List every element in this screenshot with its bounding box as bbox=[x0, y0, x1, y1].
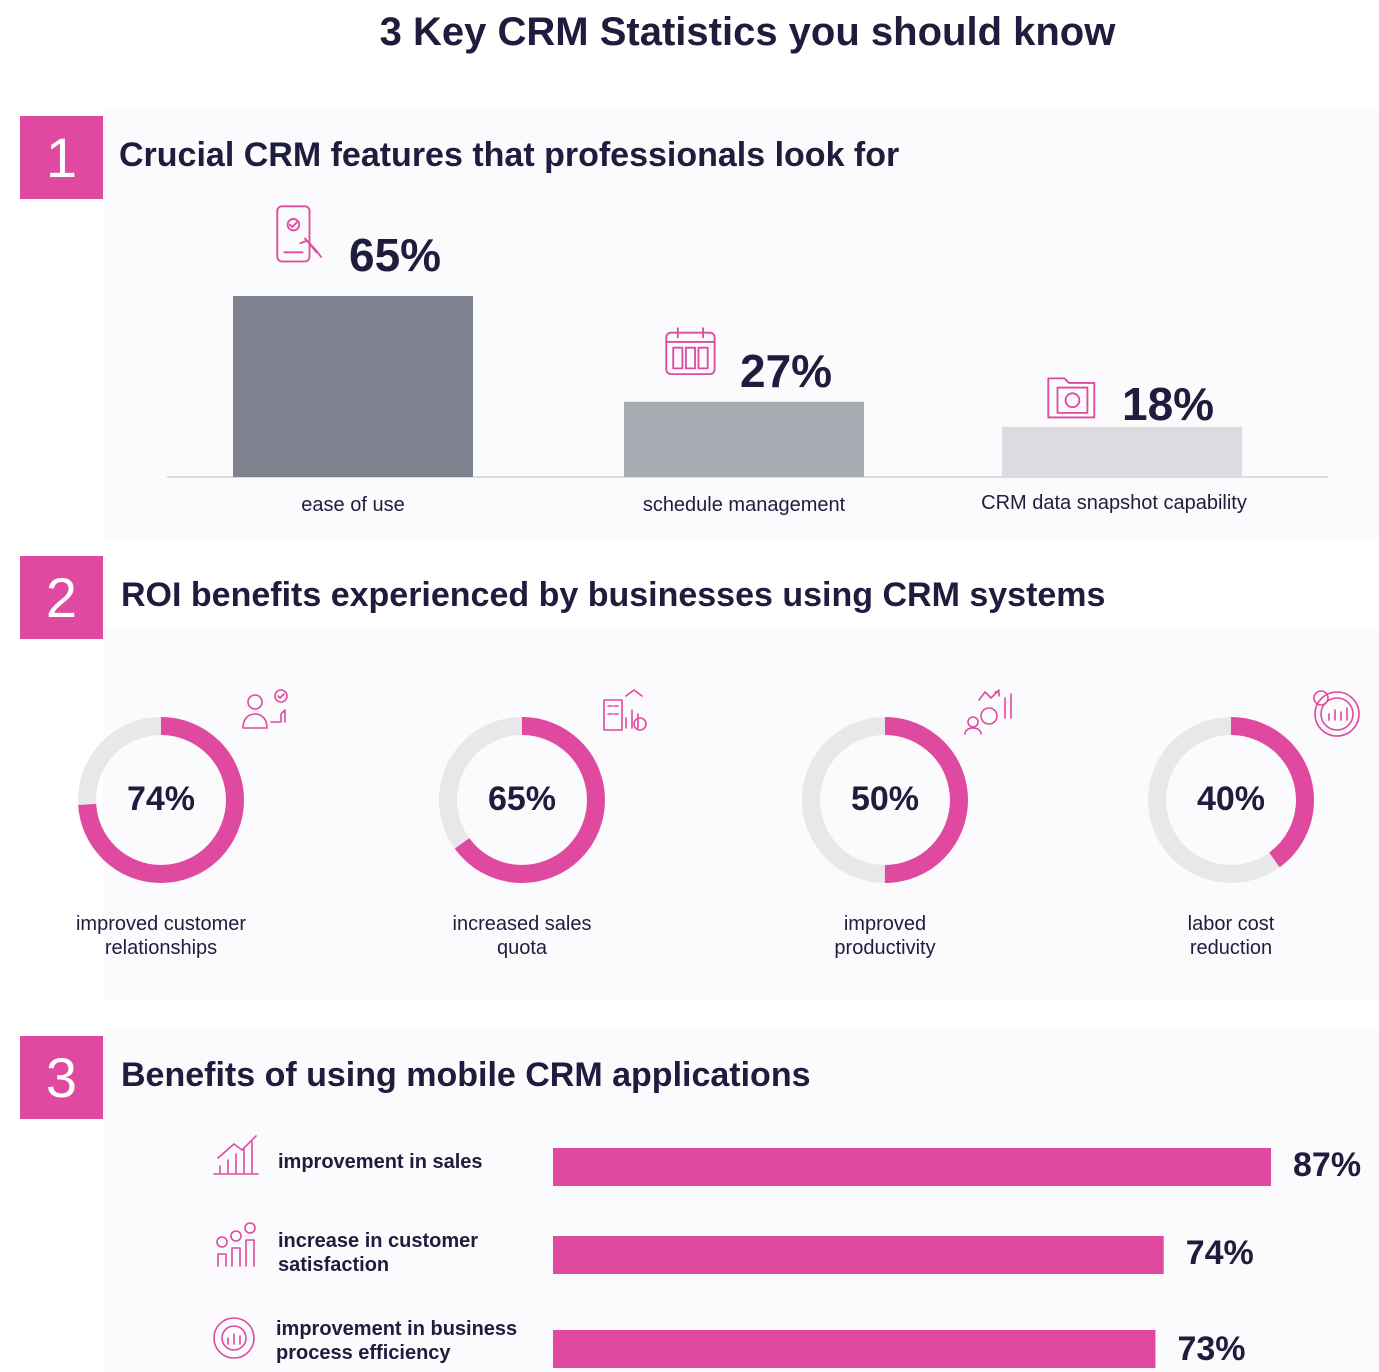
donut-label-1-1: quota bbox=[496, 937, 548, 959]
productivity-gear-icon bbox=[964, 689, 1012, 735]
phone-touch-icon bbox=[276, 205, 322, 263]
hbar-value-0: 87% bbox=[1293, 1146, 1362, 1184]
bar-label-1: schedule management bbox=[642, 494, 846, 516]
donut-label-0-0: improved customer bbox=[75, 913, 247, 935]
bar-value-2: 18% bbox=[1122, 377, 1215, 430]
calendar-icon bbox=[665, 327, 716, 376]
customer-thumbs-up-icon bbox=[242, 689, 288, 729]
bar-label-0: ease of use bbox=[301, 494, 405, 516]
donut-label-3-0: labor cost bbox=[1187, 913, 1275, 935]
bar-value-1: 27% bbox=[740, 344, 833, 397]
hbar-value-2: 73% bbox=[1177, 1330, 1246, 1368]
hbar-label-1-1: satisfaction bbox=[278, 1254, 390, 1276]
donut-value-2: 50% bbox=[850, 780, 920, 818]
roi-donut-charts bbox=[78, 689, 1360, 883]
hbar-label-2-0: improvement in business bbox=[276, 1318, 518, 1340]
donut-value-1: 65% bbox=[487, 780, 557, 818]
percent-chart-icon bbox=[1313, 690, 1360, 737]
section-1-number: 1 bbox=[20, 116, 103, 199]
donut-value-3: 40% bbox=[1196, 780, 1266, 818]
donut-label-1-0: increased sales bbox=[452, 913, 592, 935]
donut-arc-3 bbox=[1148, 717, 1314, 883]
bar-2 bbox=[1002, 426, 1242, 477]
sales-growth-icon bbox=[213, 1135, 259, 1175]
hbar-label-1-0: increase in customer bbox=[278, 1230, 479, 1252]
hbar-label-0-0: improvement in sales bbox=[278, 1151, 483, 1173]
process-gear-icon bbox=[213, 1317, 255, 1359]
donut-arc-0 bbox=[78, 717, 244, 883]
bar-value-0: 65% bbox=[349, 229, 442, 281]
satisfaction-icon bbox=[216, 1222, 256, 1267]
section-3-number: 3 bbox=[20, 1036, 103, 1119]
section-3-background bbox=[103, 1030, 1379, 1372]
hbar-label-2-1: process efficiency bbox=[276, 1342, 451, 1364]
hbar-2 bbox=[553, 1330, 1156, 1368]
folder-snapshot-icon bbox=[1047, 377, 1096, 419]
bar-label-2: CRM data snapshot capability bbox=[981, 492, 1247, 514]
section-3-title: Benefits of using mobile CRM application… bbox=[121, 1056, 811, 1094]
donut-label-0-1: relationships bbox=[104, 937, 218, 959]
section-1-title: Crucial CRM features that professionals … bbox=[119, 136, 900, 174]
section-2-title: ROI benefits experienced by businesses u… bbox=[121, 576, 1106, 614]
sales-building-icon bbox=[603, 689, 647, 731]
hbar-0 bbox=[553, 1148, 1271, 1186]
donut-arc-2 bbox=[802, 717, 968, 883]
donut-label-3-1: reduction bbox=[1189, 937, 1273, 959]
donut-value-0: 74% bbox=[126, 780, 196, 818]
section-2-number: 2 bbox=[20, 556, 103, 639]
donut-label-2-1: productivity bbox=[834, 937, 936, 959]
hbar-value-1: 74% bbox=[1185, 1234, 1254, 1272]
hbar-1 bbox=[553, 1236, 1164, 1274]
bar-0 bbox=[233, 296, 473, 477]
feature-bar-chart bbox=[167, 205, 1328, 478]
donut-arc-1 bbox=[439, 717, 605, 883]
bar-1 bbox=[624, 401, 864, 477]
donut-label-2-0: improved bbox=[843, 913, 927, 935]
page-title: 3 Key CRM Statistics you should know bbox=[379, 10, 1116, 54]
